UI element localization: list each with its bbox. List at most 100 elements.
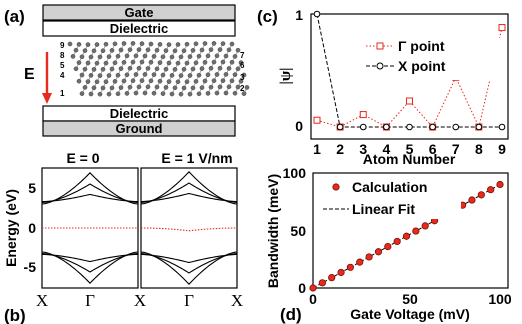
ribbon-atom — [169, 73, 175, 78]
atom-number: 6 — [240, 61, 245, 70]
ribbon-atom — [205, 53, 211, 59]
legend-x-marker — [376, 62, 384, 70]
ribbon-atom — [205, 72, 211, 78]
ribbon-atom — [94, 60, 100, 66]
ribbon-atom — [235, 47, 241, 53]
x-point-marker — [383, 123, 390, 131]
bw-y-tick: 50 — [290, 223, 306, 239]
calculation-point — [496, 180, 504, 189]
band-title-left: E = 0 — [66, 150, 99, 166]
ribbon-atom — [79, 54, 85, 60]
ribbon-atom — [211, 78, 217, 83]
ribbon-atom — [205, 91, 211, 96]
ribbon-atom — [217, 84, 223, 90]
ribbon-atom — [76, 60, 82, 65]
atom-number: 8 — [60, 51, 65, 60]
calculation-point — [487, 186, 495, 194]
x-tick: Γ — [85, 291, 95, 310]
ribbon-atom — [187, 54, 193, 59]
ribbon-atom — [175, 60, 181, 66]
ribbon-atom — [241, 72, 247, 78]
band-title-right: E = 1 V/nm — [161, 150, 232, 166]
ribbon-atom — [85, 79, 91, 84]
ribbon-atom — [214, 90, 220, 96]
ribbon-atom — [226, 66, 232, 71]
calculation-point — [412, 227, 420, 235]
ribbon-atom — [91, 67, 97, 72]
ribbon-atom — [136, 47, 142, 52]
ribbon-atom — [82, 48, 88, 53]
ribbon-atom — [130, 59, 136, 65]
flat-band — [141, 227, 237, 232]
ribbon-atom — [190, 66, 196, 72]
y-tick: 5 — [28, 180, 36, 196]
top-dielectric-text: Dielectric — [110, 21, 169, 36]
ribbon-atom — [166, 60, 172, 66]
ribbon-atom — [109, 48, 115, 53]
ribbon-atom — [115, 91, 121, 97]
ribbon-atom — [106, 91, 112, 97]
bw-y-tick: 100 — [283, 165, 307, 181]
ribbon-atom — [175, 42, 181, 47]
ribbon-atom — [169, 54, 175, 60]
ribbon-atom — [94, 42, 100, 47]
ribbon-atom — [130, 41, 136, 46]
ribbon-atom — [97, 91, 103, 97]
ribbon-atom — [139, 41, 145, 46]
field-label: E — [24, 66, 35, 83]
ribbon-atom — [208, 65, 214, 71]
calculation-point — [384, 243, 392, 251]
ribbon-atom — [196, 72, 202, 78]
energy-band — [140, 192, 238, 203]
x-point-line — [316, 13, 502, 128]
band-structure-right — [140, 171, 238, 285]
atom-number: 4 — [60, 71, 65, 80]
ribbon-atom — [112, 41, 118, 47]
bw-x-tick: 0 — [309, 291, 317, 307]
x-tick: Γ — [184, 291, 194, 310]
ribbon-atom — [238, 60, 244, 65]
ribbon-atom — [103, 79, 109, 85]
ribbon-atom — [97, 54, 103, 60]
ribbon-atom — [208, 84, 214, 90]
ribbon-atom — [79, 72, 85, 78]
ribbon-atom — [157, 60, 163, 65]
panel-a-label: (a) — [4, 7, 25, 26]
ribbon-atom — [217, 65, 223, 71]
atom-number: 5 — [60, 61, 65, 70]
calculation-point — [365, 253, 373, 261]
ribbon-atom — [154, 84, 160, 90]
ribbon-atom — [202, 78, 208, 84]
bw-xlabel: Gate Voltage (mV) — [350, 306, 470, 322]
ribbon-atom — [151, 72, 157, 77]
ribbon-atom — [121, 41, 127, 46]
ribbon-atom — [121, 78, 127, 84]
ribbon-atom — [133, 90, 139, 96]
gamma-point-marker — [313, 116, 321, 124]
ribbon-atom — [91, 48, 97, 54]
ribbon-atom — [217, 47, 223, 52]
ribbon-atom — [199, 66, 205, 71]
panel-b-label: (b) — [4, 306, 26, 324]
calculation-point — [402, 232, 411, 240]
ribbon-atom — [133, 72, 139, 77]
bottom-dielectric-text: Dielectric — [110, 106, 169, 121]
ribbon-atom — [223, 90, 229, 96]
ribbon-atom — [124, 53, 130, 59]
ribbon-atom — [172, 85, 178, 91]
ribbon-atom — [172, 48, 178, 54]
psi-x-tick: 8 — [475, 141, 483, 157]
ribbon-atom — [154, 66, 160, 72]
ribbon-atom — [85, 60, 91, 66]
ribbon-atom — [157, 42, 163, 47]
calculation-point — [309, 284, 317, 292]
gamma-point-marker — [498, 24, 506, 32]
ribbon-atom — [220, 78, 226, 83]
ribbon-atom — [127, 84, 133, 90]
ribbon-atom — [127, 47, 133, 52]
ribbon-atom — [229, 41, 235, 47]
energy-band — [140, 171, 238, 205]
ribbon-atom — [112, 79, 118, 84]
ribbon-atom — [139, 59, 145, 65]
